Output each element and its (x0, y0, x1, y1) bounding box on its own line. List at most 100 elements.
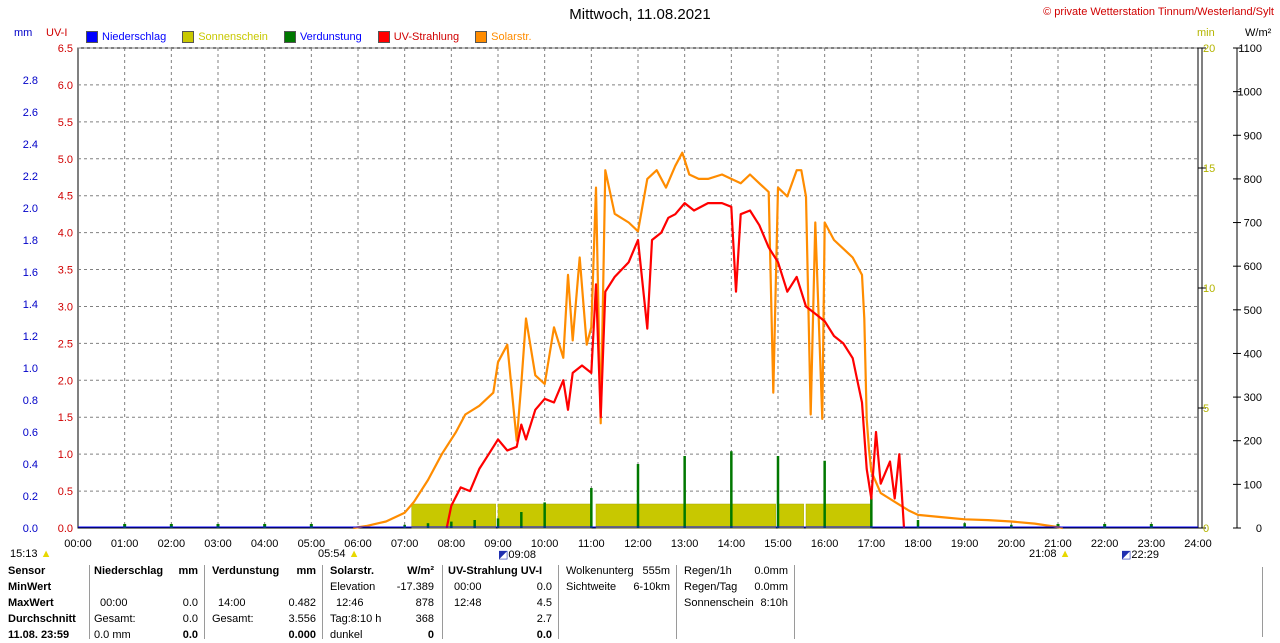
sunshine-bar (411, 503, 496, 529)
stats-regentag-label: Regen/Tag (684, 581, 738, 593)
x-tick-label: 15:00 (764, 538, 792, 550)
event-left-time: 15:13 ▲ (10, 548, 52, 560)
legend-item-sonnenschein[interactable]: Sonnenschein (182, 31, 268, 43)
legend-item-verdunstung[interactable]: Verdunstung (283, 31, 362, 43)
series-line-solar (353, 151, 1063, 530)
stats-ns-last: 0.0 (182, 629, 198, 641)
x-tick-label: 05:00 (298, 538, 326, 550)
stats-col-solar: Solarstr. W/m² Elevation -17.389 12:46 878 … (330, 563, 436, 641)
uvi-tick-label: 3.0 (58, 301, 73, 313)
wm2-tick-label: 0 (1256, 523, 1262, 535)
x-tick-label: 17:00 (858, 538, 886, 550)
event-sunrise: 05:54 ▲ (318, 548, 360, 560)
stats-label-min: MinWert (8, 581, 52, 593)
mm-tick-label: 2.2 (23, 171, 38, 183)
stats-unit-niederschlag: mm (178, 565, 198, 577)
stats-uv-avg: 2.7 (536, 613, 552, 625)
x-tick-label: 02:00 (158, 538, 186, 550)
mm-tick-label: 1.2 (23, 331, 38, 343)
uvi-tick-label: 5.5 (58, 117, 73, 129)
legend-swatch (377, 31, 390, 43)
stats-sicht-label: Sichtweite (566, 581, 617, 593)
min-tick-label: 10 (1203, 283, 1215, 295)
event-moon-right: ◩22:29 (1121, 549, 1159, 561)
stats-solar-tag-label: Tag:8:10 h (330, 613, 382, 625)
series-line-uv (445, 202, 906, 529)
stats-wolken-label: Wolkenunterg (566, 565, 634, 577)
stats-separator (204, 565, 205, 639)
stats-separator (322, 565, 323, 639)
uvi-tick-label: 2.0 (58, 375, 73, 387)
stats-vd-last: 0.000 (288, 629, 316, 641)
wm2-tick-label: 700 (1244, 218, 1262, 230)
stats-col-misc1: Wolkenunterg 555m Sichtweite 6-10km (566, 563, 672, 641)
stats-separator (676, 565, 677, 639)
stats-vd-max: 0.482 (288, 597, 316, 609)
mm-tick-label: 2.0 (23, 203, 38, 215)
uvi-tick-label: 6.0 (58, 80, 73, 92)
stats-scroll-strip (1262, 567, 1279, 637)
mm-tick-label: 1.8 (23, 235, 38, 247)
uvi-tick-label: 6.5 (58, 43, 73, 55)
wm2-tick-label: 500 (1244, 305, 1262, 317)
x-tick-label: 00:00 (64, 538, 92, 550)
stats-regen1h: 0.0mm (754, 565, 788, 577)
uvi-tick-label: 5.0 (58, 154, 73, 166)
stats-unit-solar: W/m² (407, 565, 434, 577)
stats-ns-last-mm: 0.0 mm (94, 629, 131, 641)
x-tick-label: 18:00 (904, 538, 932, 550)
legend-item-uv[interactable]: UV-Strahlung (377, 31, 459, 43)
x-tick-label: 04:00 (251, 538, 279, 550)
stats-col-niederschlag: Niederschlag mm 00:00 0.0 Gesamt: 0.0 0.0 m… (94, 563, 200, 641)
mm-tick-label: 1.6 (23, 267, 38, 279)
legend-item-niederschlag[interactable]: Niederschlag (86, 31, 166, 43)
legend-swatch (86, 31, 98, 43)
mm-tick-label: 0.4 (23, 459, 38, 471)
stats-regentag: 0.0mm (754, 581, 788, 593)
uvi-tick-label: 4.0 (58, 228, 73, 240)
chart-title: Mittwoch, 11.08.2021 (569, 6, 711, 23)
stats-wolken: 555m (642, 565, 670, 577)
x-tick-label: 16:00 (811, 538, 839, 550)
stats-uv-min-time: 00:00 (454, 581, 482, 593)
min-tick-label: 5 (1203, 403, 1209, 415)
uvi-tick-label: 0.5 (58, 486, 73, 498)
stats-header-solar: Solarstr. (330, 565, 375, 577)
x-tick-label: 24:00 (1184, 538, 1212, 550)
stats-separator (442, 565, 443, 639)
x-tick-label: 11:00 (578, 538, 605, 550)
legend-item-solar[interactable]: Solarstr. (475, 31, 532, 43)
stats-solar-dunkel: dunkel (330, 629, 363, 641)
stats-col-misc2: Regen/1h 0.0mm Regen/Tag 0.0mm Sonnenschei… (684, 563, 790, 641)
wm2-tick-label: 300 (1244, 392, 1262, 404)
x-tick-label: 07:00 (391, 538, 419, 550)
stats-uv-min: 0.0 (536, 581, 552, 593)
stats-label-date: 11.08. 23:59 (8, 629, 70, 641)
stats-sonne-label: Sonnenschein (684, 597, 754, 609)
min-tick-label: 0 (1203, 523, 1209, 535)
unit-wm2: W/m² (1245, 27, 1272, 39)
wm2-tick-label: 900 (1244, 130, 1262, 142)
wm2-tick-label: 100 (1244, 479, 1262, 491)
min-tick-label: 15 (1203, 163, 1215, 175)
x-tick-label: 21:00 (1044, 538, 1072, 550)
stats-header-verdunstung: Verdunstung (212, 565, 280, 577)
stats-sonne: 8:10h (760, 597, 788, 609)
stats-solar-max-time: 12:46 (336, 597, 364, 609)
chart-svg: 00:00 01:00 02:00 03:00 04:00 05:00 06:00 07:00… (23, 43, 1262, 550)
uvi-tick-label: 1.0 (58, 449, 73, 461)
legend-swatch (475, 31, 488, 43)
stats-solar-last: 0 (427, 629, 434, 641)
stats-label-max: MaxWert (8, 597, 54, 609)
stats-solar-elev: -17.389 (396, 581, 434, 593)
stats-vd-gesamt-label: Gesamt: (212, 613, 254, 625)
mm-tick-label: 2.8 (23, 75, 38, 87)
x-tick-label: 01:00 (111, 538, 139, 550)
x-tick-label: 10:00 (531, 538, 559, 550)
stats-solar-elev-label: Elevation (330, 581, 376, 593)
uvi-tick-label: 4.5 (58, 191, 73, 203)
wm2-tick-label: 200 (1244, 436, 1262, 448)
legend-label: Verdunstung (299, 31, 362, 43)
stats-table: Sensor MinWert MaxWert Durchschnitt 11.0… (0, 563, 1280, 641)
mm-tick-label: 1.0 (23, 363, 38, 375)
